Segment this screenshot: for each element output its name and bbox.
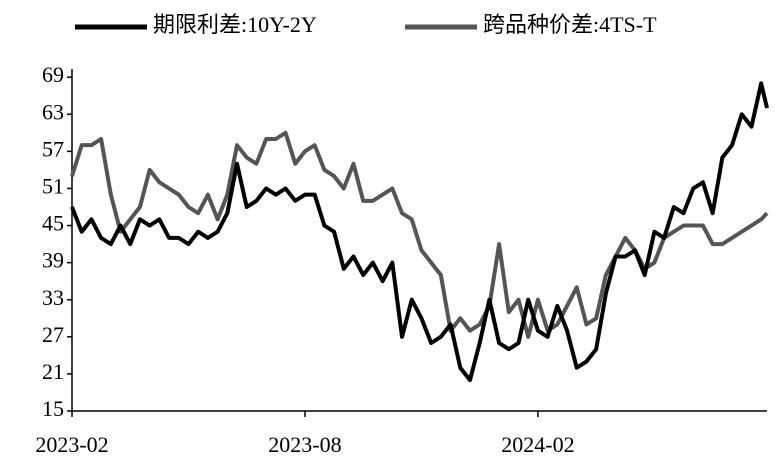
- y-tick-label: 63: [42, 99, 64, 124]
- series-line: [70, 81, 769, 383]
- legend-label: 期限利差:10Y-2Y: [153, 12, 317, 37]
- x-tick-label: 2024-02: [501, 432, 574, 457]
- y-tick-label: 57: [42, 136, 64, 161]
- y-tick-label: 39: [42, 248, 64, 273]
- x-tick-label: 2023-08: [268, 432, 341, 457]
- y-tick-label: 33: [42, 285, 64, 310]
- y-tick-label: 51: [42, 174, 64, 199]
- series-line: [70, 130, 769, 339]
- y-tick-label: 15: [42, 396, 64, 421]
- y-tick-label: 45: [42, 211, 64, 236]
- y-tick-label: 21: [42, 359, 64, 384]
- x-tick-label: 2023-02: [35, 432, 108, 457]
- y-tick-label: 69: [42, 62, 64, 87]
- y-tick-label: 27: [42, 322, 64, 347]
- legend-label: 跨品种价差:4TS-T: [483, 12, 657, 37]
